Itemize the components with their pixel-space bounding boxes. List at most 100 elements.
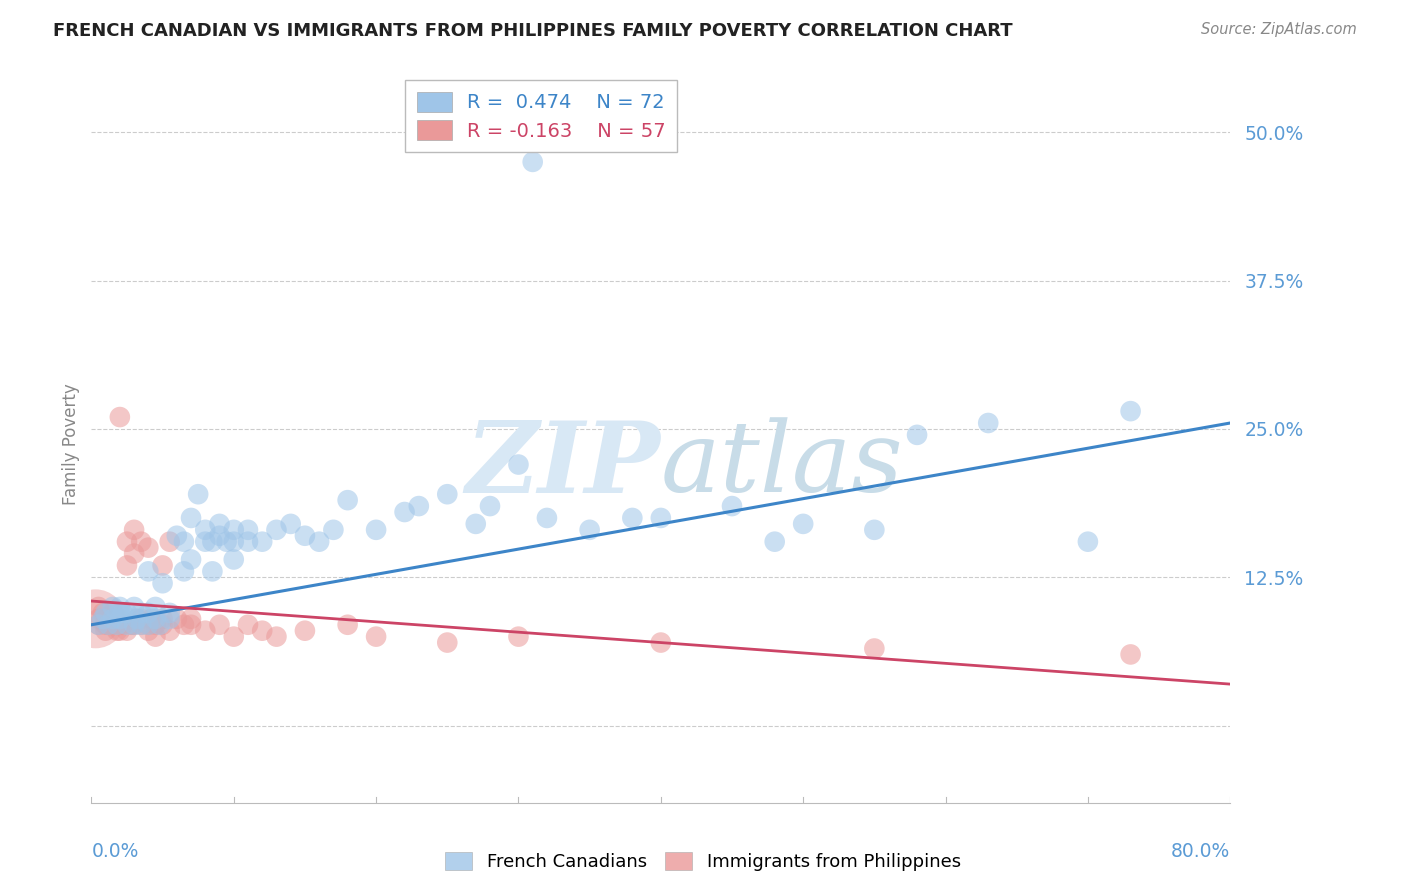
- Point: [236, 523, 259, 537]
- Point: [108, 617, 131, 632]
- Point: [87, 612, 110, 626]
- Point: [1119, 648, 1142, 662]
- Point: [394, 505, 416, 519]
- Point: [863, 641, 886, 656]
- Point: [152, 617, 174, 632]
- Point: [94, 612, 117, 626]
- Point: [84, 612, 107, 626]
- Point: [977, 416, 1000, 430]
- Point: [201, 534, 224, 549]
- Point: [145, 599, 167, 614]
- Text: ZIP: ZIP: [465, 417, 661, 514]
- Point: [108, 599, 131, 614]
- Point: [101, 617, 124, 632]
- Point: [508, 630, 530, 644]
- Point: [621, 511, 644, 525]
- Point: [578, 523, 600, 537]
- Point: [115, 534, 138, 549]
- Point: [308, 534, 330, 549]
- Point: [215, 534, 238, 549]
- Point: [905, 428, 928, 442]
- Point: [522, 154, 544, 169]
- Point: [94, 606, 117, 620]
- Point: [173, 534, 195, 549]
- Point: [721, 499, 744, 513]
- Text: 80.0%: 80.0%: [1171, 842, 1230, 861]
- Point: [87, 617, 110, 632]
- Point: [122, 617, 145, 632]
- Point: [152, 576, 174, 591]
- Point: [97, 617, 120, 632]
- Point: [122, 599, 145, 614]
- Point: [91, 612, 114, 626]
- Point: [111, 606, 134, 620]
- Point: [436, 487, 458, 501]
- Point: [650, 511, 672, 525]
- Point: [650, 635, 672, 649]
- Point: [87, 599, 110, 614]
- Point: [145, 612, 167, 626]
- Point: [125, 612, 148, 626]
- Point: [101, 599, 124, 614]
- Legend: R =  0.474    N = 72, R = -0.163    N = 57: R = 0.474 N = 72, R = -0.163 N = 57: [405, 80, 678, 153]
- Point: [294, 529, 316, 543]
- Point: [478, 499, 502, 513]
- Point: [322, 523, 344, 537]
- Point: [108, 410, 131, 425]
- Point: [266, 523, 288, 537]
- Point: [222, 552, 245, 566]
- Point: [129, 612, 152, 626]
- Point: [1077, 534, 1099, 549]
- Point: [250, 624, 273, 638]
- Point: [152, 612, 174, 626]
- Point: [138, 617, 160, 632]
- Point: [129, 606, 152, 620]
- Point: [108, 624, 131, 638]
- Point: [792, 516, 814, 531]
- Point: [141, 612, 163, 626]
- Point: [145, 630, 167, 644]
- Point: [101, 606, 124, 620]
- Point: [108, 606, 131, 620]
- Point: [180, 617, 202, 632]
- Point: [87, 617, 110, 632]
- Point: [222, 630, 245, 644]
- Point: [166, 529, 188, 543]
- Point: [105, 624, 128, 638]
- Point: [159, 534, 181, 549]
- Point: [280, 516, 302, 531]
- Text: 0.0%: 0.0%: [91, 842, 139, 861]
- Point: [159, 624, 181, 638]
- Point: [222, 534, 245, 549]
- Point: [294, 624, 316, 638]
- Point: [364, 523, 387, 537]
- Point: [111, 617, 134, 632]
- Point: [536, 511, 558, 525]
- Point: [222, 523, 245, 537]
- Point: [763, 534, 786, 549]
- Point: [159, 612, 181, 626]
- Point: [138, 565, 160, 579]
- Point: [1119, 404, 1142, 418]
- Point: [129, 617, 152, 632]
- Point: [250, 534, 273, 549]
- Point: [863, 523, 886, 537]
- Point: [180, 612, 202, 626]
- Text: FRENCH CANADIAN VS IMMIGRANTS FROM PHILIPPINES FAMILY POVERTY CORRELATION CHART: FRENCH CANADIAN VS IMMIGRANTS FROM PHILI…: [53, 22, 1014, 40]
- Point: [236, 617, 259, 632]
- Point: [194, 523, 217, 537]
- Point: [138, 606, 160, 620]
- Point: [115, 606, 138, 620]
- Point: [194, 534, 217, 549]
- Point: [122, 547, 145, 561]
- Point: [138, 617, 160, 632]
- Point: [180, 552, 202, 566]
- Point: [120, 617, 142, 632]
- Point: [336, 617, 359, 632]
- Point: [145, 617, 167, 632]
- Point: [94, 624, 117, 638]
- Point: [115, 624, 138, 638]
- Point: [208, 617, 231, 632]
- Point: [125, 612, 148, 626]
- Point: [173, 565, 195, 579]
